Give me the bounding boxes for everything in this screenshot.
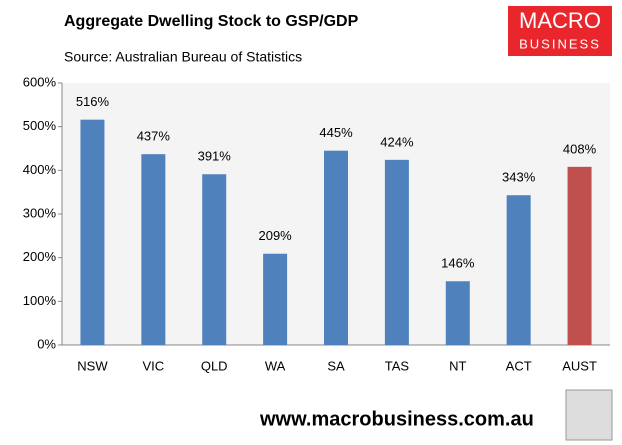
bar xyxy=(141,154,166,345)
bar xyxy=(567,166,592,345)
y-tick-label: 300% xyxy=(23,205,57,220)
x-tick-label: TAS xyxy=(385,358,410,373)
bar xyxy=(384,159,409,345)
logo-text: MACRO xyxy=(519,8,601,33)
y-tick-label: 600% xyxy=(23,74,57,89)
x-tick-label: SA xyxy=(327,358,345,373)
x-tick-label: WA xyxy=(265,358,286,373)
data-label: 424% xyxy=(380,134,414,149)
data-label: 146% xyxy=(441,256,475,271)
data-label: 437% xyxy=(137,129,171,144)
fox-image xyxy=(565,389,613,441)
y-tick-label: 0% xyxy=(37,336,56,351)
bar xyxy=(80,119,105,346)
data-label: 445% xyxy=(319,125,353,140)
logo-box xyxy=(508,6,612,56)
x-tick-label: VIC xyxy=(142,358,164,373)
x-tick-label: ACT xyxy=(506,358,532,373)
bar xyxy=(506,195,531,345)
x-tick-label: NT xyxy=(449,358,466,373)
chart-title: Aggregate Dwelling Stock to GSP/GDP xyxy=(64,13,359,30)
chart-subtitle: Source: Australian Bureau of Statistics xyxy=(64,49,302,65)
data-label: 391% xyxy=(198,149,232,164)
y-tick-label: 100% xyxy=(23,293,57,308)
y-tick-label: 400% xyxy=(23,162,57,177)
footer-url: www.macrobusiness.com.au xyxy=(259,408,534,430)
x-tick-label: AUST xyxy=(562,358,597,373)
x-tick-label: NSW xyxy=(77,358,108,373)
y-tick-label: 500% xyxy=(23,118,57,133)
data-label: 516% xyxy=(76,94,110,109)
bar xyxy=(263,253,288,345)
logo-text: BUSINESS xyxy=(519,36,601,51)
bar xyxy=(202,174,227,345)
x-tick-label: QLD xyxy=(201,358,228,373)
data-label: 408% xyxy=(563,141,597,156)
data-label: 209% xyxy=(258,228,292,243)
data-label: 343% xyxy=(502,170,536,185)
bar xyxy=(324,150,348,345)
bar xyxy=(445,281,470,345)
y-tick-label: 200% xyxy=(23,249,57,264)
